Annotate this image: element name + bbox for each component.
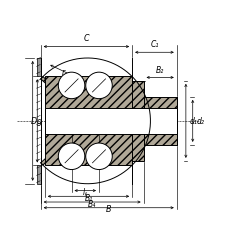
Text: g: g xyxy=(36,117,41,126)
Text: B₄: B₄ xyxy=(88,199,96,208)
Text: C: C xyxy=(83,34,89,43)
Text: D: D xyxy=(31,117,37,126)
Text: B: B xyxy=(106,204,111,213)
Circle shape xyxy=(58,73,85,99)
Polygon shape xyxy=(36,59,41,77)
Text: B₂: B₂ xyxy=(155,66,164,75)
Text: d₂: d₂ xyxy=(195,117,203,126)
Polygon shape xyxy=(143,97,176,145)
Circle shape xyxy=(85,73,112,99)
Polygon shape xyxy=(41,77,52,88)
Polygon shape xyxy=(132,82,143,161)
Polygon shape xyxy=(45,108,176,134)
Text: B₁: B₁ xyxy=(84,193,92,202)
Polygon shape xyxy=(36,166,41,184)
Text: R500: R500 xyxy=(78,117,101,126)
Text: r: r xyxy=(61,68,64,77)
Polygon shape xyxy=(45,77,132,166)
Text: d₁: d₁ xyxy=(188,117,196,126)
Text: lᵧ: lᵧ xyxy=(82,187,87,196)
Circle shape xyxy=(58,143,85,170)
Text: C₁: C₁ xyxy=(150,40,158,49)
Circle shape xyxy=(85,143,112,170)
Polygon shape xyxy=(41,155,52,166)
